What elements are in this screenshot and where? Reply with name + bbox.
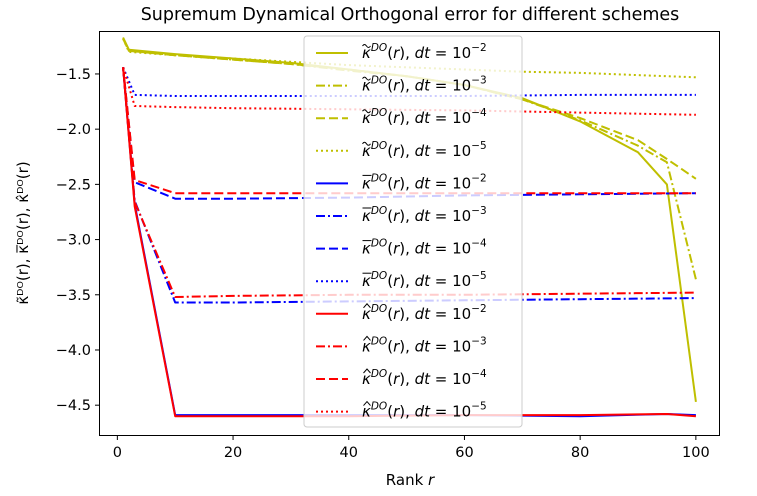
series-line-6 (122, 67, 696, 304)
hat-accent (363, 303, 371, 309)
hat-accent (363, 368, 371, 374)
y-axis-label: κ̃ᴰᴼ(r), κ̅ᴰᴼ(r), κ̂ᴰᴼ(r) (14, 161, 32, 304)
legend-label-5: κDO(r), dt = 10−2 (362, 172, 487, 192)
series-line-12 (122, 67, 696, 116)
legend-label-8: κDO(r), dt = 10−5 (362, 270, 487, 290)
legend-label-7: κDO(r), dt = 10−4 (362, 238, 487, 258)
x-tick-label: 80 (571, 445, 589, 461)
x-axis: 0 20 40 60 80 100 (113, 435, 710, 461)
legend-label-10: κDO(r), dt = 10−3 (362, 335, 487, 355)
legend-label-11: κDO(r), dt = 10−4 (362, 368, 487, 388)
legend: κDO(r), dt = 10−2 κDO(r), dt = 10−3 κDO(r)… (303, 35, 523, 428)
svg-text:κ̃ᴰᴼ(r), κ̅ᴰᴼ(r), κ̂ᴰᴼ(r): κ̃ᴰᴼ(r), κ̅ᴰᴼ(r), κ̂ᴰᴼ(r) (14, 161, 32, 304)
y-axis: −4.5 −4.0 −3.5 −3.0 −2.5 −2.0 −1.5 (56, 67, 100, 414)
legend-box (303, 35, 523, 428)
tilde-accent (362, 141, 371, 146)
tilde-accent (362, 109, 371, 114)
series-line-4 (122, 38, 696, 79)
x-tick-label: 20 (224, 445, 242, 461)
hat-accent (363, 335, 371, 341)
series-line-8 (122, 66, 696, 97)
y-tick-label: −1.5 (56, 67, 91, 83)
series-line-10 (122, 67, 696, 298)
chart-title: Supremum Dynamical Orthogonal error for … (141, 5, 680, 25)
y-tick-label: −3.5 (56, 288, 91, 304)
y-tick-label: −3.0 (56, 233, 91, 249)
y-tick-label: −4.5 (56, 398, 91, 414)
y-tick-label: −4.0 (56, 343, 91, 359)
tilde-accent (362, 76, 371, 81)
legend-label-1: κDO(r), dt = 10−2 (362, 42, 487, 62)
x-tick-label: 100 (682, 445, 710, 461)
series-line-11 (122, 67, 696, 195)
x-axis-label: Rank r (386, 471, 435, 489)
hat-accent (363, 400, 371, 406)
x-tick-label: 60 (455, 445, 473, 461)
legend-label-2: κDO(r), dt = 10−3 (362, 75, 487, 95)
y-tick-label: −2.0 (56, 122, 91, 138)
x-tick-label: 0 (113, 445, 122, 461)
series-line-7 (122, 67, 696, 200)
legend-label-4: κDO(r), dt = 10−5 (362, 140, 487, 160)
legend-label-12: κDO(r), dt = 10−5 (362, 401, 487, 421)
x-tick-label: 40 (340, 445, 358, 461)
legend-label-3: κDO(r), dt = 10−4 (362, 107, 487, 127)
legend-label-6: κDO(r), dt = 10−3 (362, 205, 487, 225)
tilde-accent (362, 44, 371, 48)
y-tick-label: −2.5 (56, 177, 91, 193)
legend-label-9: κDO(r), dt = 10−2 (362, 303, 487, 323)
axes-frame (99, 31, 720, 436)
